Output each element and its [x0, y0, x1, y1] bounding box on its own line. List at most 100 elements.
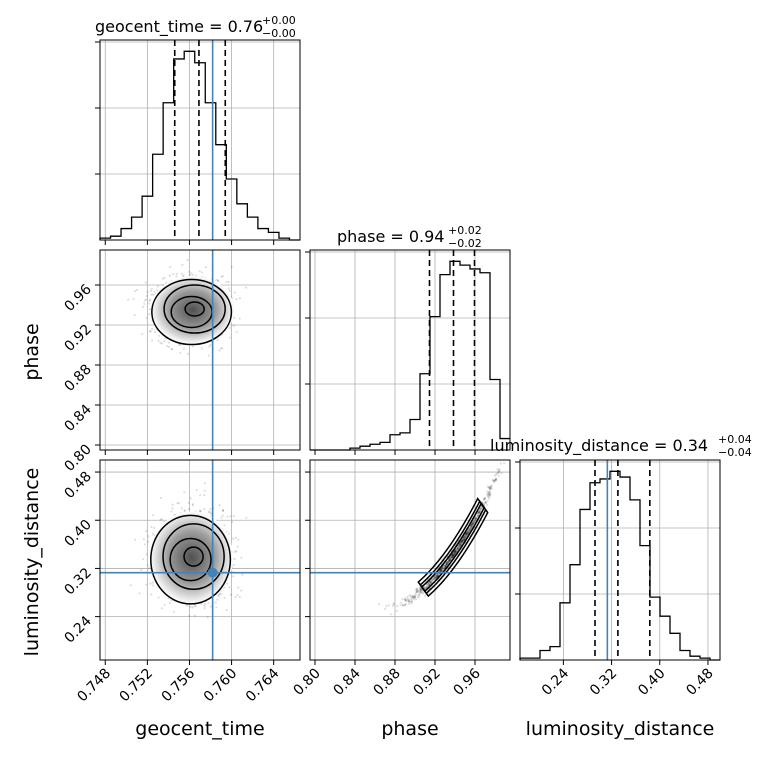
sample-point: [447, 560, 450, 563]
sample-point: [466, 530, 469, 534]
sample-point: [444, 564, 447, 567]
sample-point: [489, 487, 492, 490]
sample-point: [235, 330, 238, 333]
x-tick-label: 0.24: [539, 665, 572, 698]
sample-point: [489, 485, 492, 489]
y-tick-label: 0.80: [61, 442, 94, 475]
sample-point: [176, 502, 179, 505]
sample-point: [418, 586, 421, 589]
density-body: [127, 259, 248, 357]
sample-point: [153, 526, 156, 529]
sample-point: [209, 343, 212, 347]
sample-point: [440, 568, 443, 572]
sample-point: [217, 593, 220, 597]
sample-point: [457, 547, 460, 550]
y-tick-label: 0.84: [61, 401, 94, 434]
sample-point: [458, 544, 461, 547]
sample-point: [493, 481, 496, 484]
sample-point: [410, 599, 413, 603]
sample-point: [235, 550, 238, 553]
sample-point: [460, 539, 463, 543]
sample-point: [208, 510, 211, 513]
sample-point: [138, 592, 141, 595]
sample-point: [490, 487, 493, 490]
sample-point: [439, 569, 442, 572]
sample-point: [150, 293, 153, 296]
sample-point: [459, 542, 462, 546]
sample-point: [489, 487, 492, 490]
sample-point: [216, 338, 219, 342]
sample-point: [429, 580, 432, 583]
sample-point: [191, 503, 194, 506]
contour-line: [151, 278, 233, 346]
sample-point: [163, 340, 166, 343]
sample-point: [407, 600, 410, 603]
sample-point: [431, 578, 434, 581]
sample-point: [448, 559, 451, 563]
sample-point: [420, 589, 424, 592]
sample-point: [432, 578, 435, 581]
sample-point: [436, 574, 439, 577]
sample-point: [448, 558, 451, 561]
sample-point: [221, 514, 224, 517]
sample-point: [467, 531, 470, 535]
sample-point: [465, 532, 468, 535]
sample-point: [445, 561, 448, 565]
sample-point: [486, 492, 489, 495]
sample-point: [425, 585, 428, 588]
sample-point: [180, 272, 183, 275]
sample-point: [471, 522, 474, 525]
sample-point: [209, 605, 212, 608]
sample-point: [481, 501, 484, 504]
sample-point: [486, 490, 489, 493]
sample-point: [195, 488, 198, 492]
y-tick-label: 0.24: [61, 613, 94, 646]
sample-point: [439, 568, 442, 572]
sample-point: [500, 472, 503, 475]
sample-point: [200, 271, 203, 274]
sample-point: [429, 580, 432, 584]
sample-point: [148, 299, 151, 302]
sample-point: [447, 559, 450, 562]
sample-point: [193, 604, 197, 607]
sample-point: [232, 564, 235, 567]
sample-point: [433, 576, 436, 580]
panel-frame: [99, 249, 301, 451]
sample-point: [464, 533, 467, 536]
sample-point: [488, 491, 491, 494]
sample-point: [435, 574, 438, 577]
sample-point: [199, 494, 202, 497]
sample-point: [145, 583, 148, 586]
sample-point: [489, 486, 492, 489]
sample-point: [238, 317, 241, 320]
sample-point: [427, 583, 431, 586]
sample-point: [446, 562, 449, 565]
contour-line: [162, 523, 225, 591]
sample-point: [465, 531, 469, 534]
sample-point: [455, 548, 458, 551]
y-tick-label: 0.92: [61, 322, 94, 355]
sample-point: [494, 479, 497, 482]
sample-point: [498, 470, 501, 473]
sample-point: [187, 508, 190, 511]
sample-point: [411, 595, 414, 598]
contour-line: [163, 284, 226, 334]
sample-point: [439, 569, 442, 572]
sample-point: [464, 534, 467, 537]
sample-point: [458, 544, 461, 547]
sample-point: [463, 538, 466, 541]
sample-point: [448, 558, 451, 561]
sample-point: [486, 503, 489, 506]
sample-point: [459, 544, 462, 547]
sample-point: [493, 474, 496, 477]
sample-point: [415, 591, 418, 594]
sample-point: [470, 524, 473, 527]
sample-point: [140, 568, 143, 572]
sample-point: [464, 536, 467, 539]
sample-point: [145, 553, 148, 556]
sample-point: [426, 582, 429, 585]
sample-point: [468, 527, 471, 530]
svg-text:−0.00: −0.00: [262, 27, 296, 40]
sample-point: [419, 588, 422, 591]
sample-point: [449, 558, 452, 561]
